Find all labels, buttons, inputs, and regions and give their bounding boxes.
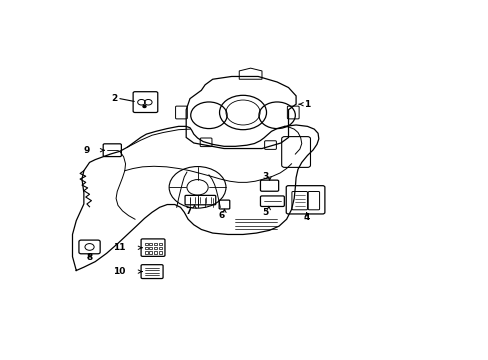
Bar xyxy=(154,247,157,249)
Bar xyxy=(149,247,152,249)
Text: 1: 1 xyxy=(303,100,309,109)
Bar xyxy=(154,251,157,253)
Circle shape xyxy=(142,105,146,108)
Bar xyxy=(158,247,161,249)
Text: 2: 2 xyxy=(111,94,118,103)
Text: 7: 7 xyxy=(184,207,191,216)
Text: 10: 10 xyxy=(113,267,125,276)
Bar xyxy=(149,243,152,245)
Bar xyxy=(158,243,161,245)
Text: 9: 9 xyxy=(83,146,89,155)
Bar xyxy=(144,243,147,245)
Bar xyxy=(158,251,161,253)
Text: 11: 11 xyxy=(113,243,125,252)
Bar xyxy=(149,251,152,253)
Bar xyxy=(144,251,147,253)
Text: 5: 5 xyxy=(262,208,267,217)
Text: 4: 4 xyxy=(303,213,309,222)
Bar xyxy=(144,247,147,249)
Text: 8: 8 xyxy=(86,253,93,262)
Text: 6: 6 xyxy=(218,211,224,220)
Text: 3: 3 xyxy=(262,172,268,181)
Bar xyxy=(154,243,157,245)
